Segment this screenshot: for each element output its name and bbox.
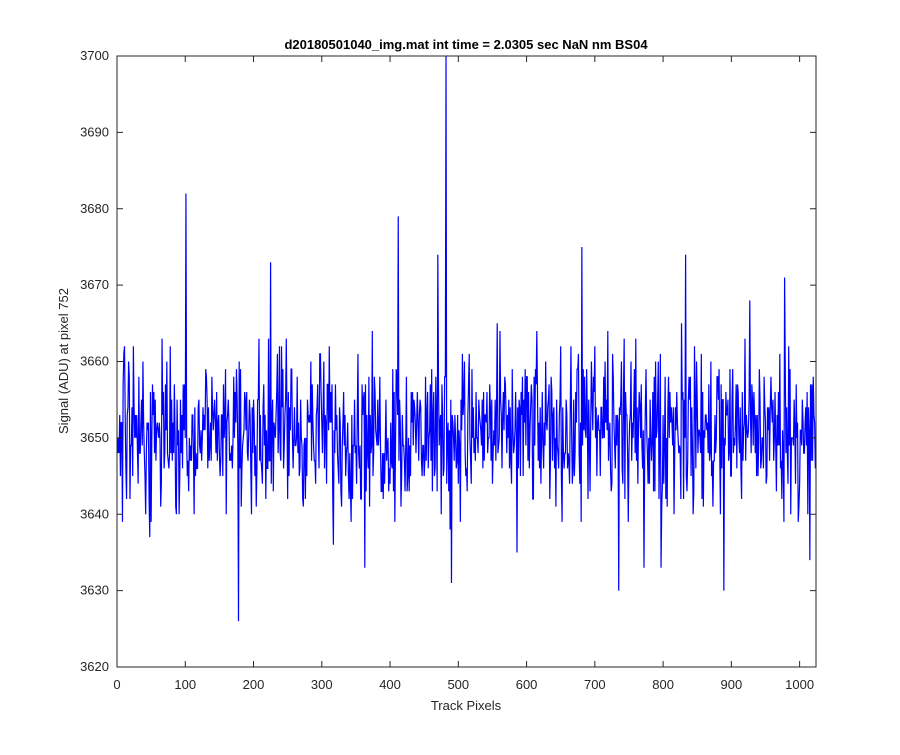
x-tick-label: 300 <box>311 677 333 692</box>
x-tick-label: 800 <box>652 677 674 692</box>
axes-layer: 0 100 200 300 400 500 600 700 800 900 1000 3620 3630… <box>80 48 817 692</box>
series-line <box>116 55 816 622</box>
x-tick-label: 0 <box>113 677 120 692</box>
y-tick-label: 3690 <box>80 124 109 139</box>
y-tick-label: 3700 <box>80 48 109 63</box>
x-tick-label: 900 <box>721 677 743 692</box>
x-tick-label: 200 <box>243 677 265 692</box>
y-tick-label: 3650 <box>80 430 109 445</box>
x-tick-label: 500 <box>447 677 469 692</box>
x-tick-label: 600 <box>516 677 538 692</box>
y-axis-label: Signal (ADU) at pixel 752 <box>56 288 71 434</box>
y-tick-label: 3640 <box>80 506 109 521</box>
y-tick-label: 3620 <box>80 659 109 674</box>
x-tick-label: 1000 <box>785 677 814 692</box>
y-tick-label: 3630 <box>80 583 109 598</box>
series-layer <box>116 55 816 622</box>
y-tick-label: 3680 <box>80 201 109 216</box>
x-tick-label: 400 <box>379 677 401 692</box>
x-tick-label: 700 <box>584 677 606 692</box>
plot-area <box>117 56 816 667</box>
y-tick-label: 3670 <box>80 277 109 292</box>
x-tick-label: 100 <box>174 677 196 692</box>
x-axis-label: Track Pixels <box>431 698 502 713</box>
chart-title: d20180501040_img.mat int time = 2.0305 s… <box>284 37 648 52</box>
y-tick-label: 3660 <box>80 354 109 369</box>
